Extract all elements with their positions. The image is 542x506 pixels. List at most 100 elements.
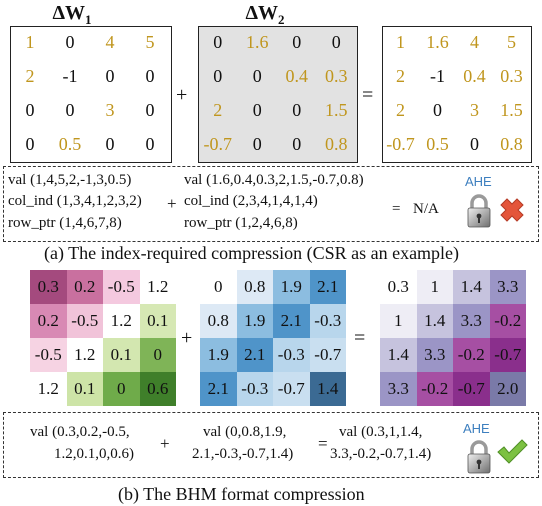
matrix-cell: 0.2 [66, 270, 103, 304]
matrix-cell: 2 [396, 66, 405, 87]
matrix-cell: 3 [105, 99, 115, 120]
caption-a: (a) The index-required compression (CSR … [44, 243, 460, 263]
matrix-cell: 0.3 [500, 66, 523, 87]
matrix-cell: 0.1 [66, 372, 103, 406]
matrix-cell: 3.3 [489, 270, 526, 304]
matrix-delta-w1-frame [10, 26, 172, 163]
matrix-cell: 0 [103, 372, 140, 406]
matrix-cell: 3.3 [416, 338, 453, 372]
csr2-val: val (1.6,0.4,0.3,2,1.5,-0.7,0.8) [184, 172, 364, 188]
matrix-cell: 1.2 [139, 270, 176, 304]
bhm1-line1: val (0.3,0.2,-0.5, [30, 424, 130, 440]
matrix-cell: 0 [252, 66, 262, 87]
matrix-cell: -0.7 [386, 133, 415, 154]
matrix-cell: 0 [213, 66, 223, 87]
matrix-cell: 0 [145, 99, 155, 120]
matrix-cell: -0.5 [30, 338, 67, 372]
matrix-cell: 0 [470, 133, 479, 154]
matrix-cell: 0.8 [500, 133, 523, 154]
matrix-cell: -0.3 [236, 372, 273, 406]
csr-equals-sign: = [392, 201, 401, 217]
matrix-cell: 0 [25, 133, 35, 154]
matrix-cell: 0 [139, 338, 176, 372]
matrix-cell: 1 [380, 304, 417, 338]
lock-icon [467, 194, 491, 228]
heatmap-matrix-2: 0 0.8 1.9 2.1 0.8 1.9 2.1 -0.3 1.9 2.1 -0.3 -0.7 2.1… [200, 270, 346, 406]
matrix-cell: -0.5 [103, 270, 140, 304]
bhm3-line2: 3.3,-0.2,-0.7,1.4) [330, 446, 432, 462]
matrix-cell: 1.4 [416, 304, 453, 338]
matrix-cell: 0 [292, 99, 302, 120]
matrix-cell: 1 [25, 32, 35, 53]
bhm3-line1: val (0.3,1,1.4, [339, 424, 423, 440]
matrix-cell: 1.6 [426, 32, 449, 53]
csr2-row-ptr: row_ptr (1,2,4,6,8) [184, 215, 298, 231]
matrix-cell: 0.3 [325, 66, 348, 87]
matrix-cell: 1.2 [103, 304, 140, 338]
matrix-cell: 0.8 [236, 270, 273, 304]
matrix-cell: 0 [252, 133, 262, 154]
matrix-cell: -0.7 [309, 338, 346, 372]
matrix-cell: 0.3 [30, 270, 67, 304]
bottom-plus-sign: + [181, 327, 193, 349]
matrix-cell: 1.6 [246, 32, 269, 53]
csr-panel [3, 166, 539, 242]
matrix-cell: -1 [62, 66, 78, 87]
bhm2-line1: val (0,0.8,1.9, [203, 424, 287, 440]
matrix-cell: 1 [396, 32, 405, 53]
matrix-cell: -0.7 [453, 372, 490, 406]
bhm-equals-sign: = [318, 434, 328, 453]
matrix-cell: 1.9 [236, 304, 273, 338]
matrix-cell: 0.5 [426, 133, 449, 154]
csr1-col-ind: col_ind (1,3,4,1,2,3,2) [8, 193, 142, 209]
matrix-cell: -0.3 [273, 338, 310, 372]
matrix-cell: 0 [213, 32, 223, 53]
matrix-cell: 4 [105, 32, 115, 53]
matrix-cell: 0 [433, 99, 442, 120]
matrix-cell: -1 [430, 66, 445, 87]
matrix-cell: 1.4 [453, 270, 490, 304]
matrix-cell: 0 [25, 99, 35, 120]
matrix-cell: 2.1 [200, 372, 237, 406]
matrix-cell: 0.1 [139, 304, 176, 338]
matrix-cell: 1.2 [30, 372, 67, 406]
matrix-cell: -0.2 [416, 372, 453, 406]
matrix-cell: 2 [213, 99, 223, 120]
matrix-cell: -0.3 [309, 304, 346, 338]
matrix-cell: 0.8 [325, 133, 348, 154]
matrix-cell: 1.2 [66, 338, 103, 372]
bhm-plus-sign: + [160, 434, 170, 453]
matrix-cell: 1.5 [500, 99, 523, 120]
matrix-cell: 1 [416, 270, 453, 304]
matrix-cell: 0 [65, 32, 75, 53]
top-equals-sign: = [362, 84, 374, 106]
matrix-cell: 0 [292, 133, 302, 154]
matrix-cell: 0 [331, 32, 341, 53]
delta-w1-label: ΔW1 [52, 2, 92, 27]
heatmap-matrix-1: 0.3 0.2 -0.5 1.2 0.2 -0.5 1.2 0.1 -0.5 1.2 0.1 0 1.2… [30, 270, 176, 406]
matrix-cell: -0.2 [489, 304, 526, 338]
matrix-cell: 1.4 [309, 372, 346, 406]
matrix-cell: 1.9 [200, 338, 237, 372]
lock-icon [467, 440, 491, 474]
matrix-cell: 2.1 [273, 304, 310, 338]
top-plus-sign: + [176, 84, 188, 106]
matrix-cell: 0 [200, 270, 237, 304]
matrix-delta-w2: 0 1.6 0 0 0 0 0.4 0.3 2 0 0 1.5 -0.7 0 0 0.8 [198, 26, 356, 161]
matrix-cell: -0.7 [203, 133, 233, 154]
green-check-icon [497, 439, 528, 464]
matrix-cell: 0.2 [30, 304, 67, 338]
matrix-cell: 0.4 [463, 66, 486, 87]
matrix-cell: 0.5 [58, 133, 82, 154]
matrix-cell: 1.4 [380, 338, 417, 372]
bhm2-line2: 2.1,-0.3,-0.7,1.4) [192, 446, 294, 462]
matrix-cell: 2.0 [489, 372, 526, 406]
matrix-cell: 3.3 [453, 304, 490, 338]
matrix-cell: 4 [470, 32, 479, 53]
matrix-cell: 0 [105, 133, 115, 154]
red-cross-icon [500, 198, 524, 222]
matrix-cell: 0.1 [103, 338, 140, 372]
matrix-cell: -0.2 [453, 338, 490, 372]
caption-b: (b) The BHM format compression [118, 484, 365, 504]
matrix-cell: 0 [252, 99, 262, 120]
